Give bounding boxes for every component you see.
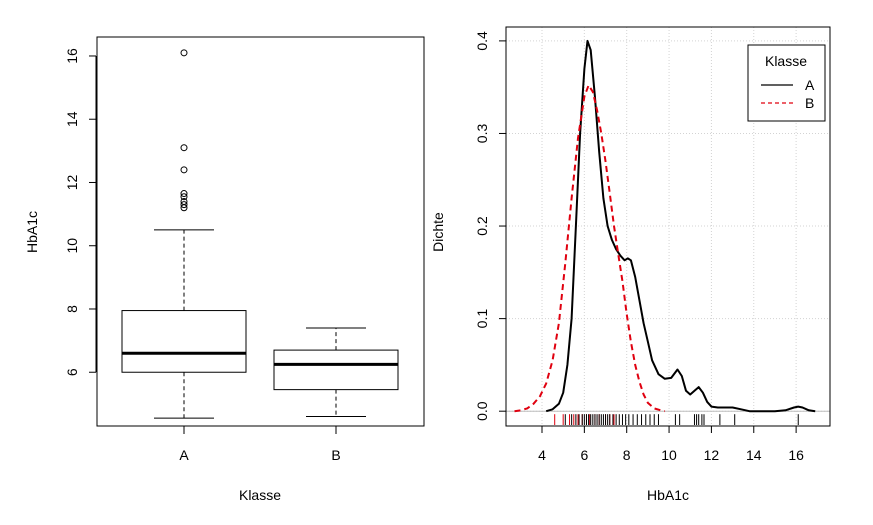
- density-x-tick-label: 4: [538, 447, 546, 463]
- boxplot-y-tick-label: 8: [64, 305, 80, 313]
- density-legend: Klasse A B: [747, 44, 826, 122]
- box-outlier: [180, 166, 188, 174]
- boxplot-y-tick-label: 14: [64, 111, 80, 127]
- box-outlier: [180, 197, 188, 205]
- boxplot-x-tick-label: A: [179, 447, 189, 463]
- legend-label-a: A: [805, 77, 815, 93]
- boxplot-boxes: [121, 49, 399, 419]
- box-outlier: [180, 144, 188, 152]
- density-y-axis-label: Dichte: [430, 212, 446, 252]
- density-x-tick-label: 12: [704, 447, 720, 463]
- density-y-tick-label: 0.0: [474, 401, 490, 421]
- density-rug: [554, 414, 799, 425]
- density-y-tick-label: 0.4: [474, 31, 490, 51]
- legend-label-b: B: [805, 95, 814, 111]
- density-x-tick-label: 10: [661, 447, 677, 463]
- box-iqr: [273, 349, 399, 391]
- box-outlier: [180, 201, 188, 209]
- boxplot-y-tick-label: 6: [64, 368, 80, 376]
- density-x-tick-label: 6: [580, 447, 588, 463]
- box-iqr: [121, 310, 247, 373]
- boxplot-y-tick-label: 16: [64, 48, 80, 64]
- density-x-axis-label: HbA1c: [647, 487, 689, 503]
- boxplot-x-tick-label: B: [331, 447, 340, 463]
- density-x-axis: 4 6 8 10 12 14 16: [538, 426, 804, 463]
- box-b: [273, 327, 399, 418]
- boxplot-y-axis-label: HbA1c: [24, 211, 40, 253]
- box-a: [121, 49, 247, 419]
- density-y-tick-label: 0.2: [474, 216, 490, 236]
- density-y-tick-label: 0.1: [474, 309, 490, 329]
- density-series: [514, 39, 816, 413]
- box-outlier: [180, 49, 188, 57]
- boxplot-y-tick-label: 10: [64, 238, 80, 254]
- density-y-tick-label: 0.3: [474, 124, 490, 144]
- density-line-a: [545, 39, 816, 413]
- box-outlier: [180, 193, 188, 201]
- density-y-axis: 0.0 0.1 0.2 0.3 0.4: [474, 31, 506, 421]
- density-panel: 0.0 0.1 0.2 0.3 0.4 4 6 8 10 12 14 16 HbA1c Dichte…: [430, 26, 831, 503]
- box-outlier: [180, 190, 188, 198]
- density-line-b: [514, 84, 666, 413]
- legend-box: [747, 44, 826, 122]
- legend-title: Klasse: [765, 53, 807, 69]
- density-x-tick-label: 8: [623, 447, 631, 463]
- boxplot-x-axis-label: Klasse: [239, 487, 281, 503]
- boxplot-y-axis: 6 8 10 12 14 16: [64, 48, 97, 376]
- boxplot-y-tick-label: 12: [64, 174, 80, 190]
- density-x-tick-label: 14: [746, 447, 762, 463]
- density-x-tick-label: 16: [788, 447, 804, 463]
